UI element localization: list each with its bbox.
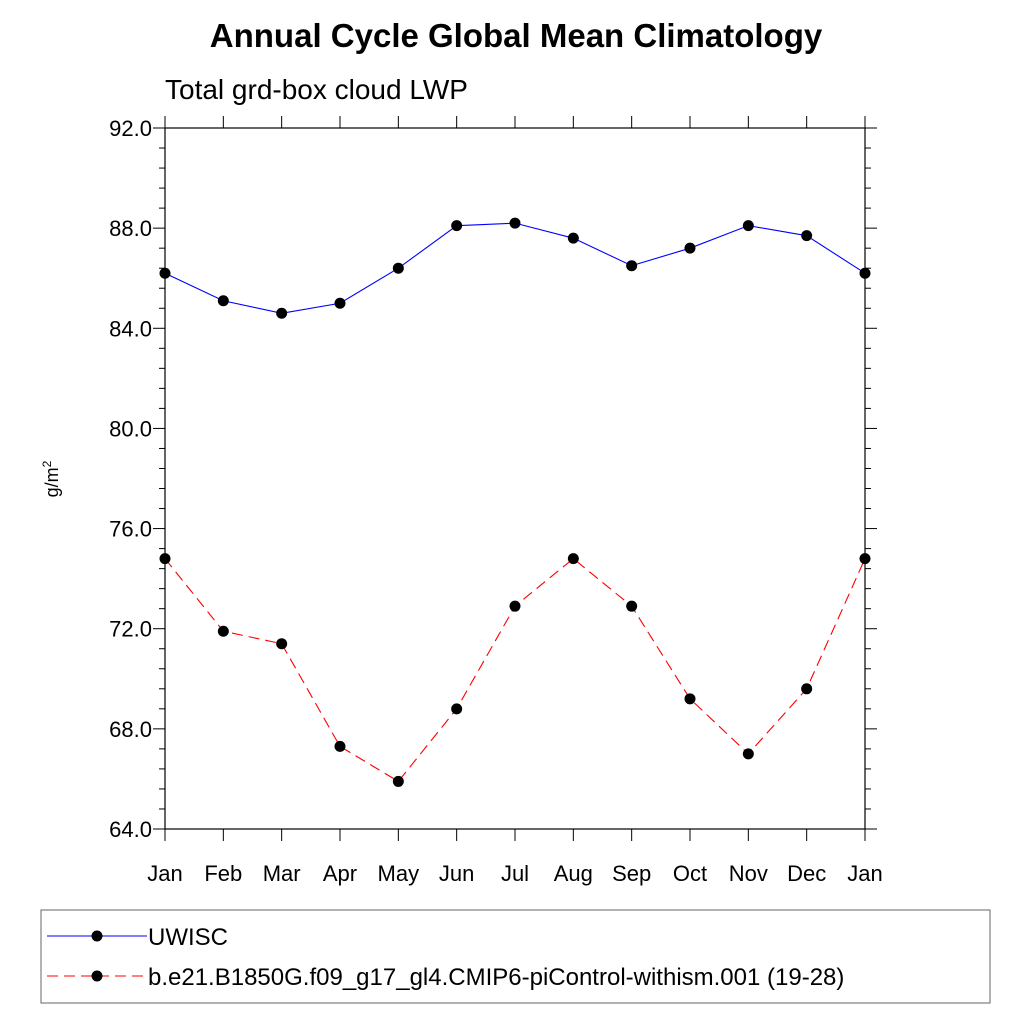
x-tick-label: Sep — [612, 861, 651, 886]
y-tick-label: 64.0 — [109, 817, 152, 842]
series-2-point — [509, 600, 521, 612]
series-1-point — [509, 217, 521, 229]
series-2-point — [217, 625, 229, 637]
y-tick-label: 80.0 — [109, 416, 152, 441]
series-1-point — [859, 267, 871, 279]
y-tick-label: 68.0 — [109, 717, 152, 742]
y-tick-label: 72.0 — [109, 617, 152, 642]
series-2-point — [626, 600, 638, 612]
y-axis-label: g/m2 — [40, 460, 62, 497]
series-1-point — [451, 220, 463, 232]
x-tick-label: May — [378, 861, 420, 886]
series-2-point — [334, 740, 346, 752]
x-tick-label: Jan — [147, 861, 182, 886]
series-1-point — [742, 220, 754, 232]
chart-title: Annual Cycle Global Mean Climatology — [210, 17, 823, 54]
y-tick-label: 88.0 — [109, 216, 152, 241]
legend-marker-2 — [91, 970, 103, 982]
series-1-point — [801, 230, 813, 242]
series-2-point — [276, 638, 288, 650]
legend-label-2: b.e21.B1850G.f09_g17_gl4.CMIP6-piControl… — [148, 964, 844, 991]
legend-box — [40, 909, 991, 1004]
series-2-point — [567, 553, 579, 565]
legend-label-1: UWISC — [148, 924, 228, 951]
y-axis-label-exponent: 2 — [40, 460, 54, 467]
x-tick-label: Nov — [729, 861, 768, 886]
x-tick-label: Oct — [673, 861, 707, 886]
plot-frame — [164, 127, 866, 830]
x-tick-labels: Jan Feb Mar Apr May Jun Jul Aug Sep Oct Nov Dec Jan — [147, 861, 882, 886]
series-line-2 — [164, 557, 866, 783]
x-tick-label: Apr — [323, 861, 357, 886]
series-line-1 — [164, 222, 866, 314]
chart-subtitle: Total grd-box cloud LWP — [165, 74, 468, 105]
series-2-point — [392, 775, 404, 787]
axis-ticks — [153, 116, 877, 841]
y-tick-label: 92.0 — [109, 116, 152, 141]
y-tick-label: 76.0 — [109, 517, 152, 542]
x-tick-label: Dec — [787, 861, 826, 886]
x-tick-label: Jul — [501, 861, 529, 886]
x-tick-label: Mar — [263, 861, 301, 886]
series-2-point — [859, 553, 871, 565]
y-tick-label: 84.0 — [109, 316, 152, 341]
y-tick-labels: 64.0 68.0 72.0 76.0 80.0 84.0 88.0 92.0 — [109, 116, 152, 842]
series-2-point — [451, 703, 463, 715]
x-tick-label: Feb — [204, 861, 242, 886]
x-tick-label: Aug — [554, 861, 593, 886]
series-layer — [159, 217, 871, 787]
y-axis-label-unit: g/m — [42, 467, 62, 497]
series-2-point — [801, 683, 813, 695]
x-tick-label: Jan — [847, 861, 882, 886]
series-1-point — [684, 242, 696, 254]
series-2-point — [684, 693, 696, 705]
series-1-point — [334, 297, 346, 309]
series-1-point — [392, 262, 404, 274]
series-1-point — [567, 232, 579, 244]
series-1-point — [217, 295, 229, 307]
series-2-point — [742, 748, 754, 760]
series-1-point — [626, 260, 638, 272]
series-1-point — [159, 267, 171, 279]
legend: UWISC b.e21.B1850G.f09_g17_gl4.CMIP6-piCo… — [47, 924, 844, 991]
series-2-point — [159, 553, 171, 565]
series-1-point — [276, 307, 288, 319]
legend-marker-1 — [91, 930, 103, 942]
x-tick-label: Jun — [439, 861, 474, 886]
